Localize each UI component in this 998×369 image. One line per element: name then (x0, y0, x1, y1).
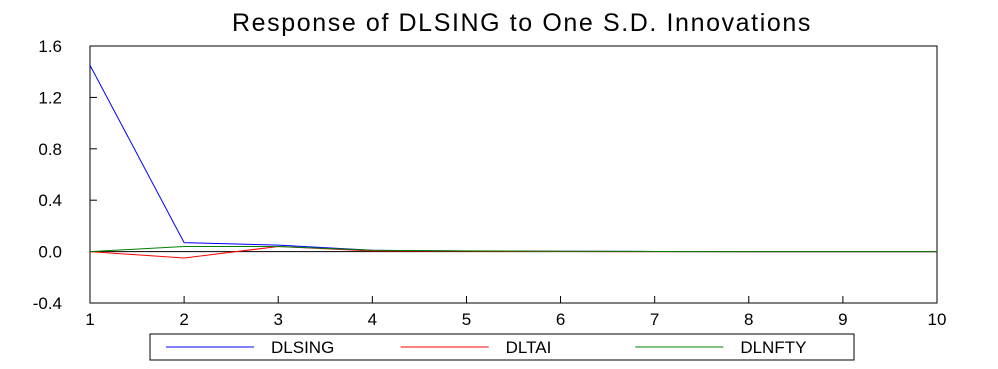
y-tick-label: 0.0 (38, 243, 62, 262)
y-tick-label: 1.6 (38, 37, 62, 56)
x-tick-label: 8 (744, 310, 753, 329)
y-tick-label: -0.4 (33, 294, 62, 313)
y-tick-label: 1.2 (38, 88, 62, 107)
legend-label-dltai: DLTAI (506, 338, 552, 357)
x-axis: 1 2 3 4 5 6 7 8 9 10 (85, 296, 946, 329)
x-tick-label: 6 (556, 310, 565, 329)
legend-label-dlnfty: DLNFTY (740, 338, 806, 357)
series-line-dlnfty (89, 245, 937, 253)
x-tick-label: 2 (179, 310, 188, 329)
plot-frame (89, 45, 938, 304)
y-tick-label: 0.4 (38, 191, 62, 210)
x-tick-label: 9 (838, 310, 847, 329)
x-tick-label: 1 (85, 310, 94, 329)
legend-label-dlsing: DLSING (271, 338, 334, 357)
x-tick-label: 5 (462, 310, 471, 329)
x-tick-label: 7 (650, 310, 659, 329)
legend: DLSING DLTAI DLNFTY (149, 333, 855, 361)
y-tick-label: 0.8 (38, 140, 62, 159)
x-tick-label: 3 (273, 310, 282, 329)
legend-box (149, 333, 855, 361)
series-line-dlsing (89, 65, 937, 253)
x-tick-label: 4 (368, 310, 377, 329)
series-layer (89, 65, 937, 259)
x-tick-label: 10 (928, 310, 947, 329)
series-line-dltai (89, 245, 937, 259)
chart-title: Response of DLSING to One S.D. Innovatio… (232, 9, 812, 37)
y-axis: 1.6 1.2 0.8 0.4 0.0 -0.4 (33, 37, 97, 313)
